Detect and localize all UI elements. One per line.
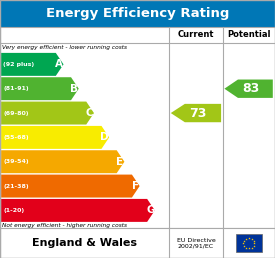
Text: F: F — [132, 181, 139, 191]
Text: (55-68): (55-68) — [3, 135, 29, 140]
Text: (81-91): (81-91) — [3, 86, 29, 91]
Text: Energy Efficiency Rating: Energy Efficiency Rating — [46, 7, 229, 20]
Text: (92 plus): (92 plus) — [3, 62, 34, 67]
Text: (69-80): (69-80) — [3, 110, 29, 116]
Text: EU Directive
2002/91/EC: EU Directive 2002/91/EC — [177, 238, 215, 248]
Text: Potential: Potential — [227, 30, 271, 39]
Text: A: A — [55, 59, 63, 69]
Text: C: C — [86, 108, 94, 118]
Polygon shape — [1, 77, 79, 100]
Text: 73: 73 — [189, 107, 207, 119]
Text: (1-20): (1-20) — [3, 208, 24, 213]
Bar — [0, 27, 275, 228]
Polygon shape — [1, 53, 64, 76]
Text: (39-54): (39-54) — [3, 159, 29, 164]
Bar — [236, 234, 262, 252]
Text: E: E — [116, 157, 123, 167]
Polygon shape — [1, 126, 109, 149]
Text: D: D — [100, 132, 109, 142]
Text: Not energy efficient - higher running costs: Not energy efficient - higher running co… — [2, 223, 127, 228]
Text: B: B — [70, 84, 78, 94]
Polygon shape — [1, 102, 94, 125]
Polygon shape — [171, 104, 221, 122]
Text: 83: 83 — [242, 82, 259, 95]
Polygon shape — [1, 175, 140, 198]
Text: England & Wales: England & Wales — [32, 238, 137, 248]
Text: (21-38): (21-38) — [3, 183, 29, 189]
Polygon shape — [224, 79, 273, 98]
Text: G: G — [146, 205, 155, 215]
Polygon shape — [1, 150, 124, 173]
Bar — [0, 228, 275, 258]
Text: Very energy efficient - lower running costs: Very energy efficient - lower running co… — [2, 45, 127, 50]
Polygon shape — [1, 199, 155, 222]
Text: Current: Current — [178, 30, 214, 39]
Bar — [0, 0, 275, 27]
